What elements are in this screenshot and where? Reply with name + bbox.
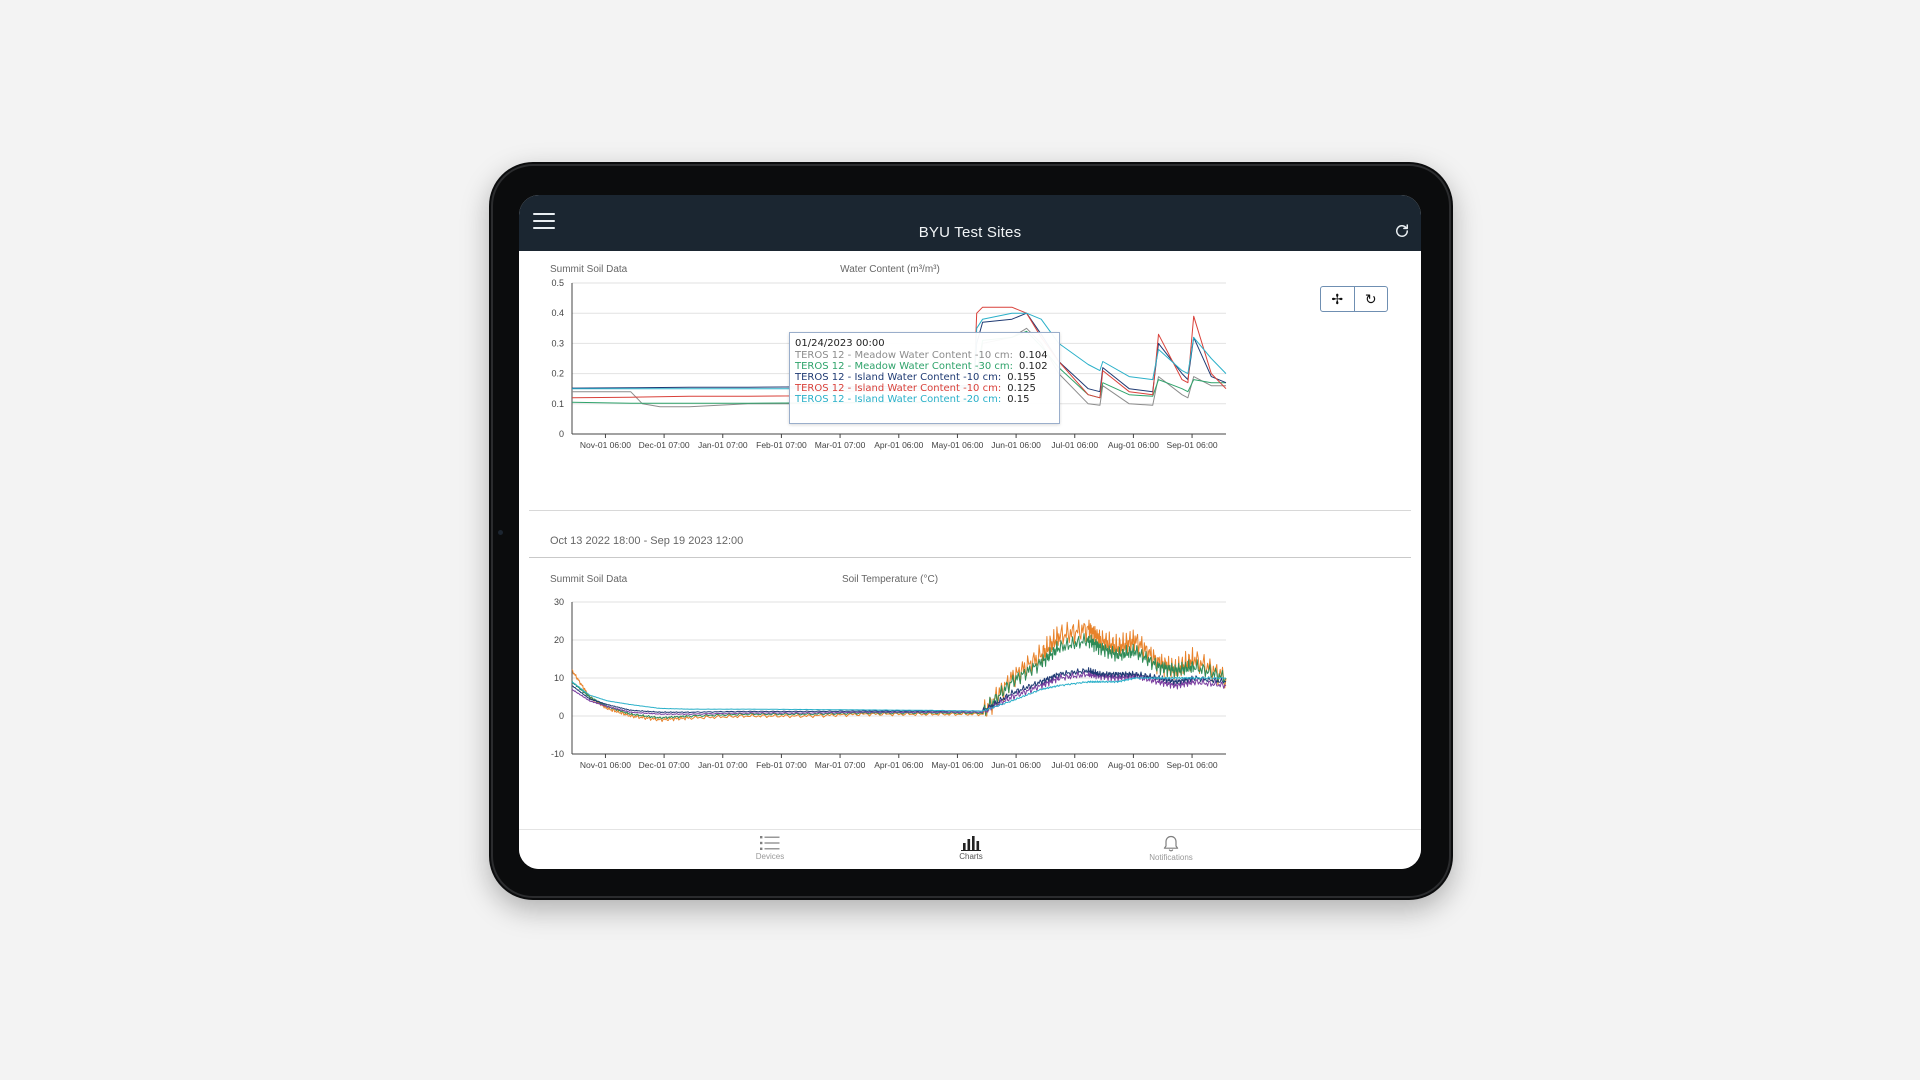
tab-notifications[interactable]: Notifications — [1111, 830, 1231, 869]
bottom-tab-bar: Devices Charts Notifications — [519, 829, 1421, 869]
y-tick-label: 0 — [559, 711, 564, 721]
tooltip-series-label: TEROS 12 - Island Water Content -20 cm: — [795, 394, 1002, 405]
app-title: BYU Test Sites — [918, 224, 1022, 241]
refresh-icon[interactable] — [1393, 222, 1411, 240]
hamburger-menu-icon[interactable] — [533, 213, 555, 231]
bar-chart-icon — [961, 836, 981, 851]
app-screen: BYU Test Sites Summit Soil Data Water Co… — [519, 195, 1421, 869]
series-line — [571, 670, 1227, 716]
soil-temperature-chart[interactable]: -10 0 10 20 30 Nov-01 06:00 Dec-01 07:00 Jan-01… — [529, 571, 1411, 829]
pan-icon[interactable]: ✢ — [1331, 290, 1344, 307]
tooltip-series-label: TEROS 12 - Meadow Water Content -10 cm: — [795, 350, 1014, 361]
tab-label: Devices — [755, 852, 785, 861]
reset-zoom-icon[interactable]: ↻ — [1353, 287, 1388, 311]
y-tick-label: 0.2 — [551, 369, 564, 379]
tooltip-series-value: 0.125 — [1007, 383, 1036, 394]
charts-content: Summit Soil Data Water Content (m³/m³) 0… — [519, 251, 1421, 829]
tooltip-series-value: 0.15 — [1007, 394, 1030, 405]
divider — [529, 510, 1411, 511]
water-content-chart-card: Summit Soil Data Water Content (m³/m³) 0… — [529, 251, 1411, 511]
tooltip-row: TEROS 12 - Meadow Water Content -30 cm: 0… — [795, 361, 1048, 372]
x-tick-label: May-01 06:00 — [931, 440, 983, 450]
tooltip-series-label: TEROS 12 - Meadow Water Content -30 cm: — [795, 361, 1014, 372]
tooltip-series-label: TEROS 12 - Island Water Content -10 cm: — [795, 372, 1002, 383]
x-tick-label: Mar-01 07:00 — [815, 760, 866, 770]
chart-site-label: Summit Soil Data — [550, 574, 628, 585]
tooltip-series-label: TEROS 12 - Island Water Content -10 cm: — [795, 383, 1002, 394]
x-tick-label: Apr-01 06:00 — [874, 440, 923, 450]
series-line — [571, 633, 1227, 720]
x-tick-label: Jul-01 06:00 — [1051, 440, 1098, 450]
bell-icon — [1163, 835, 1179, 852]
app-header: BYU Test Sites — [519, 195, 1421, 251]
x-tick-label: Sep-01 06:00 — [1167, 440, 1218, 450]
x-tick-label: Feb-01 07:00 — [756, 440, 807, 450]
tab-charts[interactable]: Charts — [911, 830, 1031, 869]
y-tick-label: 0.5 — [551, 278, 564, 288]
y-tick-label: 0.3 — [551, 338, 564, 348]
tablet-frame: BYU Test Sites Summit Soil Data Water Co… — [489, 162, 1453, 900]
x-tick-label: Jan-01 07:00 — [698, 440, 748, 450]
series-line — [571, 676, 1227, 712]
tooltip-row: TEROS 12 - Island Water Content -10 cm: 0… — [795, 383, 1036, 394]
tooltip-row: TEROS 12 - Island Water Content -20 cm: 0… — [795, 394, 1029, 405]
tab-label: Charts — [959, 852, 983, 861]
tab-devices[interactable]: Devices — [710, 830, 830, 869]
tab-label: Notifications — [1149, 853, 1193, 862]
tooltip-row: TEROS 12 - Island Water Content -10 cm: 0… — [795, 372, 1036, 383]
y-tick-label: -10 — [551, 749, 564, 759]
x-tick-label: Dec-01 07:00 — [639, 440, 690, 450]
chart-site-label: Summit Soil Data — [550, 264, 628, 275]
chart-toolbar: ✢ ↻ — [1320, 286, 1388, 312]
y-tick-label: 10 — [554, 673, 564, 683]
x-tick-label: Aug-01 06:00 — [1108, 440, 1159, 450]
tooltip-row: TEROS 12 - Meadow Water Content -10 cm: 0… — [795, 350, 1048, 361]
x-tick-label: May-01 06:00 — [931, 760, 983, 770]
chart-tooltip: 01/24/2023 00:00 TEROS 12 - Meadow Water… — [789, 332, 1060, 424]
x-tick-label: Nov-01 06:00 — [580, 440, 631, 450]
y-tick-label: 0.4 — [551, 308, 564, 318]
x-tick-label: Sep-01 06:00 — [1167, 760, 1218, 770]
divider — [529, 557, 1411, 558]
x-tick-label: Aug-01 06:00 — [1108, 760, 1159, 770]
x-tick-label: Mar-01 07:00 — [815, 440, 866, 450]
x-tick-label: Jun-01 06:00 — [991, 440, 1041, 450]
x-tick-label: Jun-01 06:00 — [991, 760, 1041, 770]
y-tick-label: 30 — [554, 597, 564, 607]
series-line — [571, 619, 1227, 723]
y-tick-label: 0.1 — [551, 399, 564, 409]
front-camera — [498, 530, 503, 535]
series-line — [571, 667, 1227, 714]
date-range-label: Oct 13 2022 18:00 - Sep 19 2023 12:00 — [550, 535, 744, 547]
x-tick-label: Feb-01 07:00 — [756, 760, 807, 770]
tooltip-series-value: 0.155 — [1007, 372, 1036, 383]
y-tick-label: 0 — [559, 429, 564, 439]
x-tick-label: Dec-01 07:00 — [639, 760, 690, 770]
list-icon — [760, 836, 780, 850]
soil-temperature-chart-card: Summit Soil Data Soil Temperature (°C) -… — [529, 571, 1411, 829]
tooltip-date: 01/24/2023 00:00 — [795, 338, 885, 349]
tooltip-series-value: 0.104 — [1019, 350, 1048, 361]
x-tick-label: Jul-01 06:00 — [1051, 760, 1098, 770]
chart-title: Water Content (m³/m³) — [840, 264, 940, 275]
x-tick-label: Nov-01 06:00 — [580, 760, 631, 770]
x-tick-label: Jan-01 07:00 — [698, 760, 748, 770]
x-tick-label: Apr-01 06:00 — [874, 760, 923, 770]
tooltip-series-value: 0.102 — [1019, 361, 1048, 372]
chart-title: Soil Temperature (°C) — [841, 574, 939, 585]
y-tick-label: 20 — [554, 635, 564, 645]
